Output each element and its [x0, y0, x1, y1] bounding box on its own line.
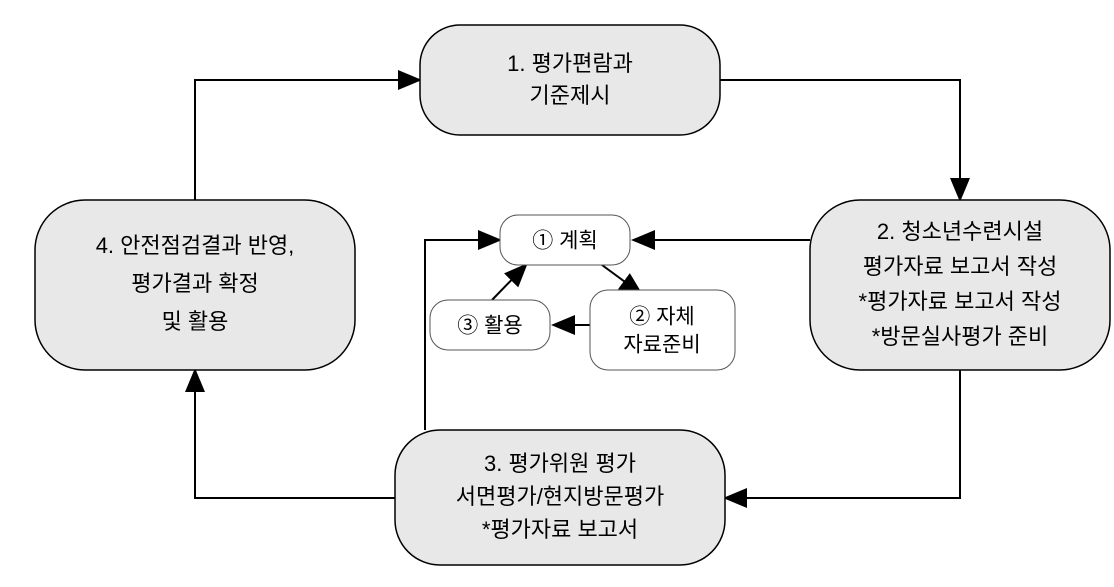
node-1 [420, 25, 720, 135]
flow-diagram: 1. 평가편람과 기준제시 2. 청소년수련시설 평가자료 보고서 작성 *평가… [0, 0, 1114, 587]
node-3-line3: *평가자료 보고서 [482, 517, 638, 542]
inner-node-B-line2: 자료준비 [623, 334, 700, 357]
node-4-line3: 및 활용 [162, 309, 229, 334]
arrow-A-to-B [602, 265, 640, 293]
node-1-line1: 1. 평가편람과 [507, 51, 633, 76]
inner-node-C-text: ③ 활용 [457, 315, 522, 338]
arrow-C-to-A [492, 266, 525, 300]
arrow-2-to-3 [727, 370, 960, 498]
node-3-line2: 서면평가/현지방문평가 [456, 484, 665, 509]
node-4-line2: 평가결과 확정 [131, 271, 259, 296]
node-3-line1: 3. 평가위원 평가 [484, 451, 636, 476]
node-1-line2: 기준제시 [530, 83, 611, 108]
arrow-3-to-4 [195, 372, 395, 498]
inner-node-A-text: ① 계획 [532, 230, 597, 253]
inner-node-B [590, 290, 735, 370]
arrow-1-to-2 [720, 80, 960, 198]
arrow-4-to-1 [195, 80, 418, 200]
node-2-line2: 평가자료 보고서 작성 [863, 254, 1057, 279]
inner-node-B-line1: ② 자체 [629, 306, 694, 329]
node-2-line3: *평가자료 보고서 작성 [859, 289, 1062, 314]
node-2-line1: 2. 청소년수련시설 [877, 219, 1043, 244]
node-2-line4: *방문실사평가 준비 [872, 324, 1049, 349]
node-4-line1: 4. 안전점검결과 반영, [96, 233, 295, 258]
